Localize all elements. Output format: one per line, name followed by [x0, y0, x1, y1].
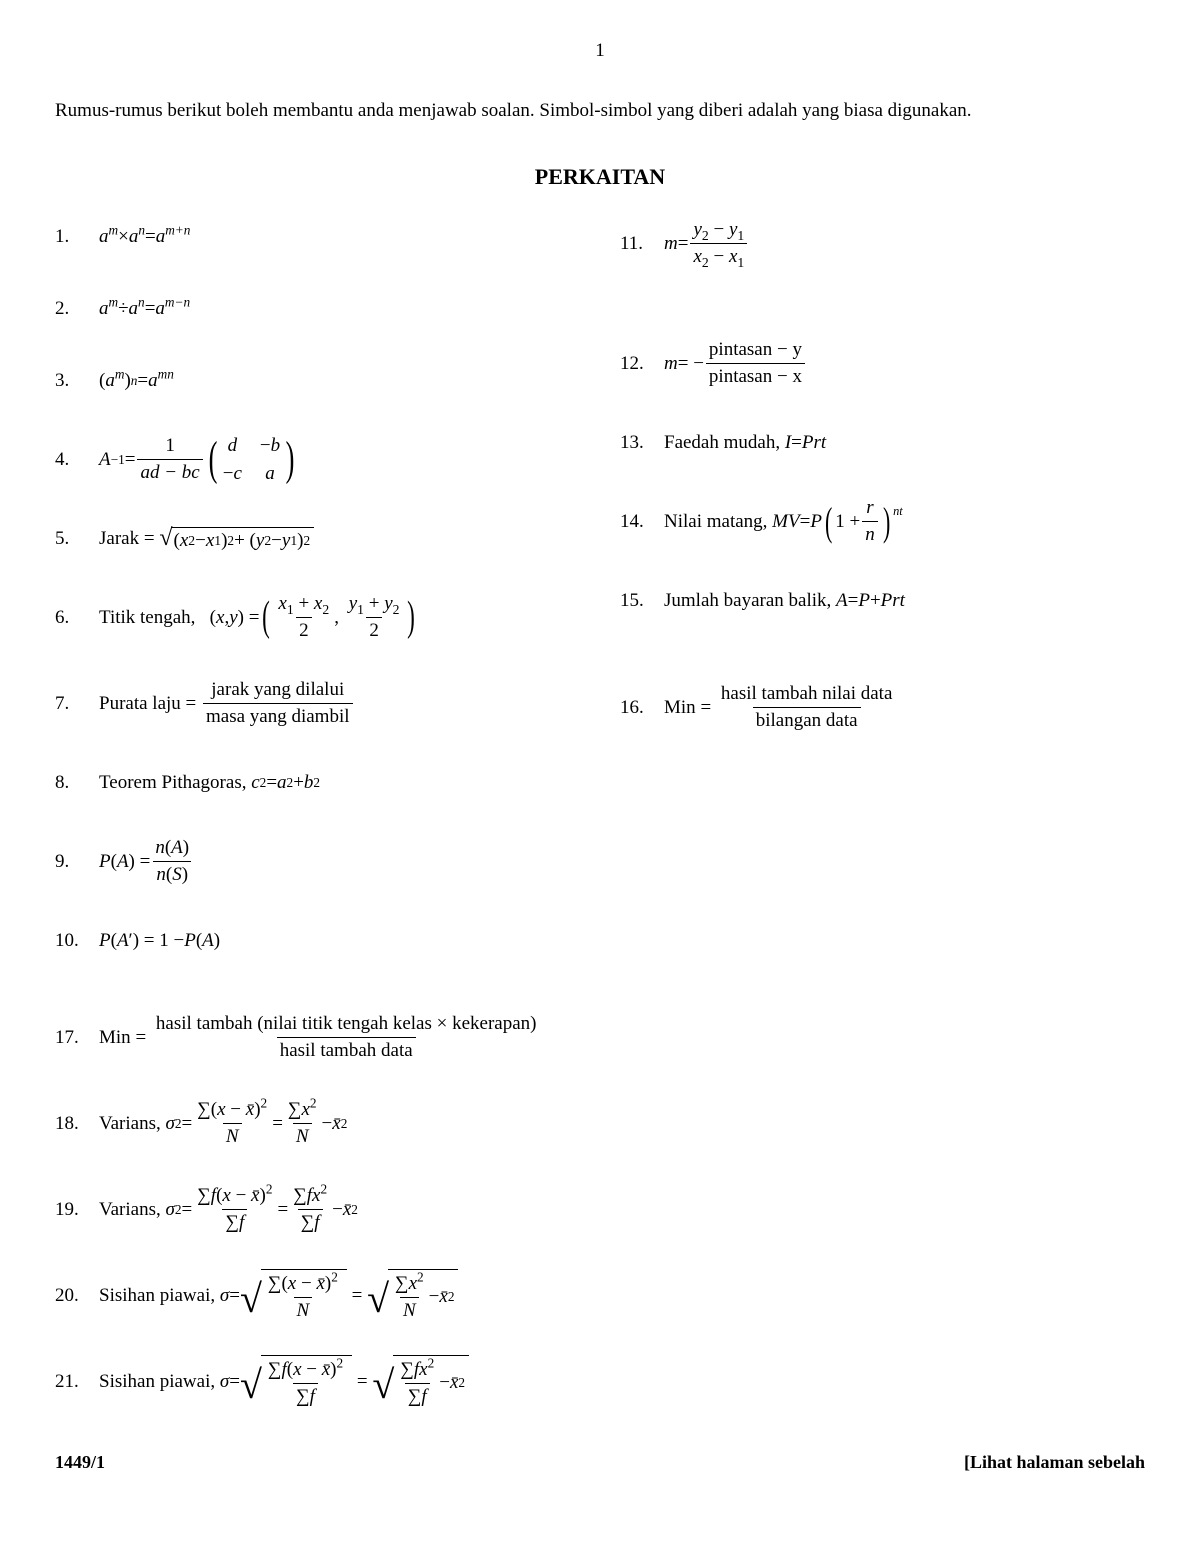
- label-pintasan-y: pintasan − y: [706, 338, 805, 363]
- footer-note: [Lihat halaman sebelah: [964, 1452, 1145, 1473]
- label-hasil-tambah-kelas: hasil tambah (nilai titik tengah kelas ×…: [153, 1012, 540, 1037]
- label-jarak: Jarak: [99, 528, 139, 550]
- formula-18: 18. Varians, σ2 = ∑(x − x̄)2N = ∑x2N − x…: [55, 1094, 1145, 1154]
- label-sisihan: Sisihan piawai,: [99, 1285, 215, 1307]
- label-teorem: Teorem Pithagoras,: [99, 772, 246, 794]
- item-number: 20.: [55, 1285, 99, 1307]
- formula-17: 17. Min = hasil tambah (nilai titik teng…: [55, 1008, 1145, 1068]
- formula-10: 10. P(A′) = 1 − P(A): [55, 918, 580, 964]
- label-jarak-dilalui: jarak yang dilalui: [208, 678, 347, 703]
- label-titik-tengah: Titik tengah,: [99, 607, 195, 629]
- label-nilai-matang: Nilai matang,: [664, 511, 767, 533]
- item-number: 6.: [55, 607, 99, 629]
- formula-12: 12. m = − pintasan − y pintasan − x: [620, 334, 1145, 394]
- formula-21: 21. Sisihan piawai, σ = √ ∑f(x − x̄)2∑f …: [55, 1352, 1145, 1412]
- item-number: 7.: [55, 693, 99, 715]
- item-number: 2.: [55, 298, 99, 320]
- left-column: 1. am × an = am+n 2. am ÷ an = am−n 3. (…: [55, 214, 580, 990]
- page-number: 1: [55, 40, 1145, 62]
- label-faedah: Faedah mudah,: [664, 432, 780, 454]
- item-number: 15.: [620, 590, 664, 612]
- label-purata-laju: Purata laju: [99, 693, 181, 715]
- footer-code: 1449/1: [55, 1452, 105, 1473]
- label-hasil-tambah-nilai: hasil tambah nilai data: [718, 682, 895, 707]
- formula-9: 9. P(A) = n(A) n(S): [55, 832, 580, 892]
- formula-5: 5. Jarak = √ (x2 − x1)2 + (y2 − y1)2: [55, 516, 580, 562]
- label-min2: Min: [99, 1027, 131, 1049]
- formula-20: 20. Sisihan piawai, σ = √ ∑(x − x̄)2N = …: [55, 1266, 1145, 1326]
- label-masa-diambil: masa yang diambil: [203, 703, 353, 729]
- item-number: 21.: [55, 1371, 99, 1393]
- formula-1: 1. am × an = am+n: [55, 214, 580, 260]
- formula-6: 6. Titik tengah, (x, y) = ( x1 + x22 , y…: [55, 588, 580, 648]
- formula-8: 8. Teorem Pithagoras, c2 = a2 + b2: [55, 760, 580, 806]
- formula-15: 15. Jumlah bayaran balik, A = P + Prt: [620, 578, 1145, 624]
- label-varians: Varians,: [99, 1113, 161, 1135]
- item-number: 3.: [55, 370, 99, 392]
- footer: 1449/1 [Lihat halaman sebelah: [55, 1452, 1145, 1473]
- item-number: 17.: [55, 1027, 99, 1049]
- item-number: 1.: [55, 226, 99, 248]
- formula-19: 19. Varians, σ2 = ∑f(x − x̄)2∑f = ∑fx2∑f…: [55, 1180, 1145, 1240]
- label-varians2: Varians,: [99, 1199, 161, 1221]
- label-sisihan2: Sisihan piawai,: [99, 1371, 215, 1393]
- item-number: 11.: [620, 233, 664, 255]
- section-title: PERKAITAN: [55, 164, 1145, 190]
- item-number: 8.: [55, 772, 99, 794]
- formula-4: 4. A−1 = 1ad − bc ( d−b −ca ): [55, 430, 580, 490]
- formula-16: 16. Min = hasil tambah nilai data bilang…: [620, 678, 1145, 738]
- item-number: 19.: [55, 1199, 99, 1221]
- item-number: 13.: [620, 432, 664, 454]
- formula-14: 14. Nilai matang, MV = P (1 + rn )nt: [620, 492, 1145, 552]
- formula-13: 13. Faedah mudah, I = Prt: [620, 420, 1145, 466]
- right-column: 11. m = y2 − y1 x2 − x1 12. m = − pintas…: [620, 214, 1145, 990]
- item-number: 4.: [55, 449, 99, 471]
- item-number: 9.: [55, 851, 99, 873]
- formula-3: 3. (am)n = amn: [55, 358, 580, 404]
- formula-7: 7. Purata laju = jarak yang dilalui masa…: [55, 674, 580, 734]
- lower-section: 17. Min = hasil tambah (nilai titik teng…: [55, 1008, 1145, 1412]
- formula-11: 11. m = y2 − y1 x2 − x1: [620, 214, 1145, 274]
- item-number: 12.: [620, 353, 664, 375]
- label-bilangan-data: bilangan data: [753, 707, 861, 733]
- formula-columns: 1. am × an = am+n 2. am ÷ an = am−n 3. (…: [55, 214, 1145, 990]
- item-number: 10.: [55, 930, 99, 952]
- formula-2: 2. am ÷ an = am−n: [55, 286, 580, 332]
- label-min: Min: [664, 697, 696, 719]
- item-number: 16.: [620, 697, 664, 719]
- label-hasil-tambah-data: hasil tambah data: [277, 1037, 416, 1063]
- intro-text: Rumus-rumus berikut boleh membantu anda …: [55, 98, 1145, 124]
- item-number: 18.: [55, 1113, 99, 1135]
- item-number: 5.: [55, 528, 99, 550]
- label-jumlah-bayaran: Jumlah bayaran balik,: [664, 590, 831, 612]
- item-number: 14.: [620, 511, 664, 533]
- label-pintasan-x: pintasan − x: [706, 363, 805, 389]
